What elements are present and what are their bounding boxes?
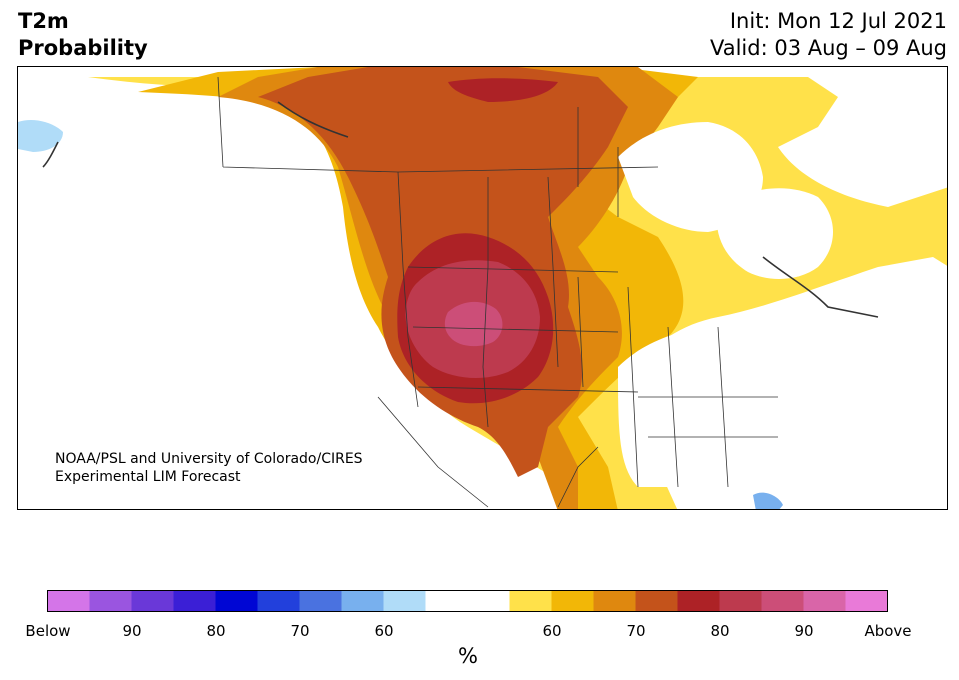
colorbar-cell xyxy=(131,590,174,612)
cb-label-70-below: 70 xyxy=(290,622,310,640)
colorbar-unit: % xyxy=(458,644,478,668)
colorbar-cell xyxy=(47,590,90,612)
colorbar-cell xyxy=(383,590,426,612)
prob-85-region xyxy=(444,301,503,347)
colorbar-cell xyxy=(635,590,678,612)
colorbar-cell xyxy=(467,590,510,612)
colorbar-cell xyxy=(593,590,636,612)
credit-line-2: Experimental LIM Forecast xyxy=(55,469,241,485)
no-signal-east xyxy=(618,321,818,487)
cb-label-70-above: 70 xyxy=(626,622,646,640)
credit-line-1: NOAA/PSL and University of Colorado/CIRE… xyxy=(55,451,363,467)
colorbar-cell xyxy=(677,590,720,612)
cb-label-80-below: 80 xyxy=(206,622,226,640)
colorbar-cell xyxy=(341,590,384,612)
cb-label-90-below: 90 xyxy=(122,622,142,640)
colorbar-cell xyxy=(719,590,762,612)
below-normal-alaska xyxy=(18,120,63,152)
cb-label-60-below: 60 xyxy=(374,622,394,640)
title-variable: T2m xyxy=(18,9,69,33)
colorbar-cell xyxy=(509,590,552,612)
map-panel[interactable] xyxy=(17,66,948,510)
cb-label-below: Below xyxy=(25,622,71,640)
colorbar-cell xyxy=(257,590,300,612)
valid-range: Valid: 03 Aug – 09 Aug xyxy=(709,36,947,60)
map-title: T2m Probability xyxy=(18,8,148,62)
colorbar-cell xyxy=(551,590,594,612)
forecast-dates: Init: Mon 12 Jul 2021 Valid: 03 Aug – 09… xyxy=(710,8,947,62)
cb-label-60-above: 60 xyxy=(542,622,562,640)
cb-label-90-above: 90 xyxy=(794,622,814,640)
north-america-map xyxy=(18,67,947,509)
colorbar-cell xyxy=(299,590,342,612)
below-normal-caribbean xyxy=(753,492,783,509)
init-date: Init: Mon 12 Jul 2021 xyxy=(729,9,947,33)
colorbar-cell xyxy=(173,590,216,612)
no-signal-alaska xyxy=(18,77,209,224)
great-lakes-and-rivers xyxy=(42,101,879,318)
colorbar-cell xyxy=(803,590,846,612)
no-signal-quebec xyxy=(716,188,833,279)
colorbar-cell xyxy=(845,590,888,612)
colorbar-cell xyxy=(215,590,258,612)
title-metric: Probability xyxy=(18,36,148,60)
colorbar-cell xyxy=(425,590,468,612)
political-borders xyxy=(217,76,778,508)
credit-text: NOAA/PSL and University of Colorado/CIRE… xyxy=(55,450,363,486)
cb-label-80-above: 80 xyxy=(710,622,730,640)
colorbar-cell xyxy=(89,590,132,612)
cb-label-above: Above xyxy=(864,622,912,640)
colorbar xyxy=(47,590,888,612)
colorbar-cell xyxy=(761,590,804,612)
